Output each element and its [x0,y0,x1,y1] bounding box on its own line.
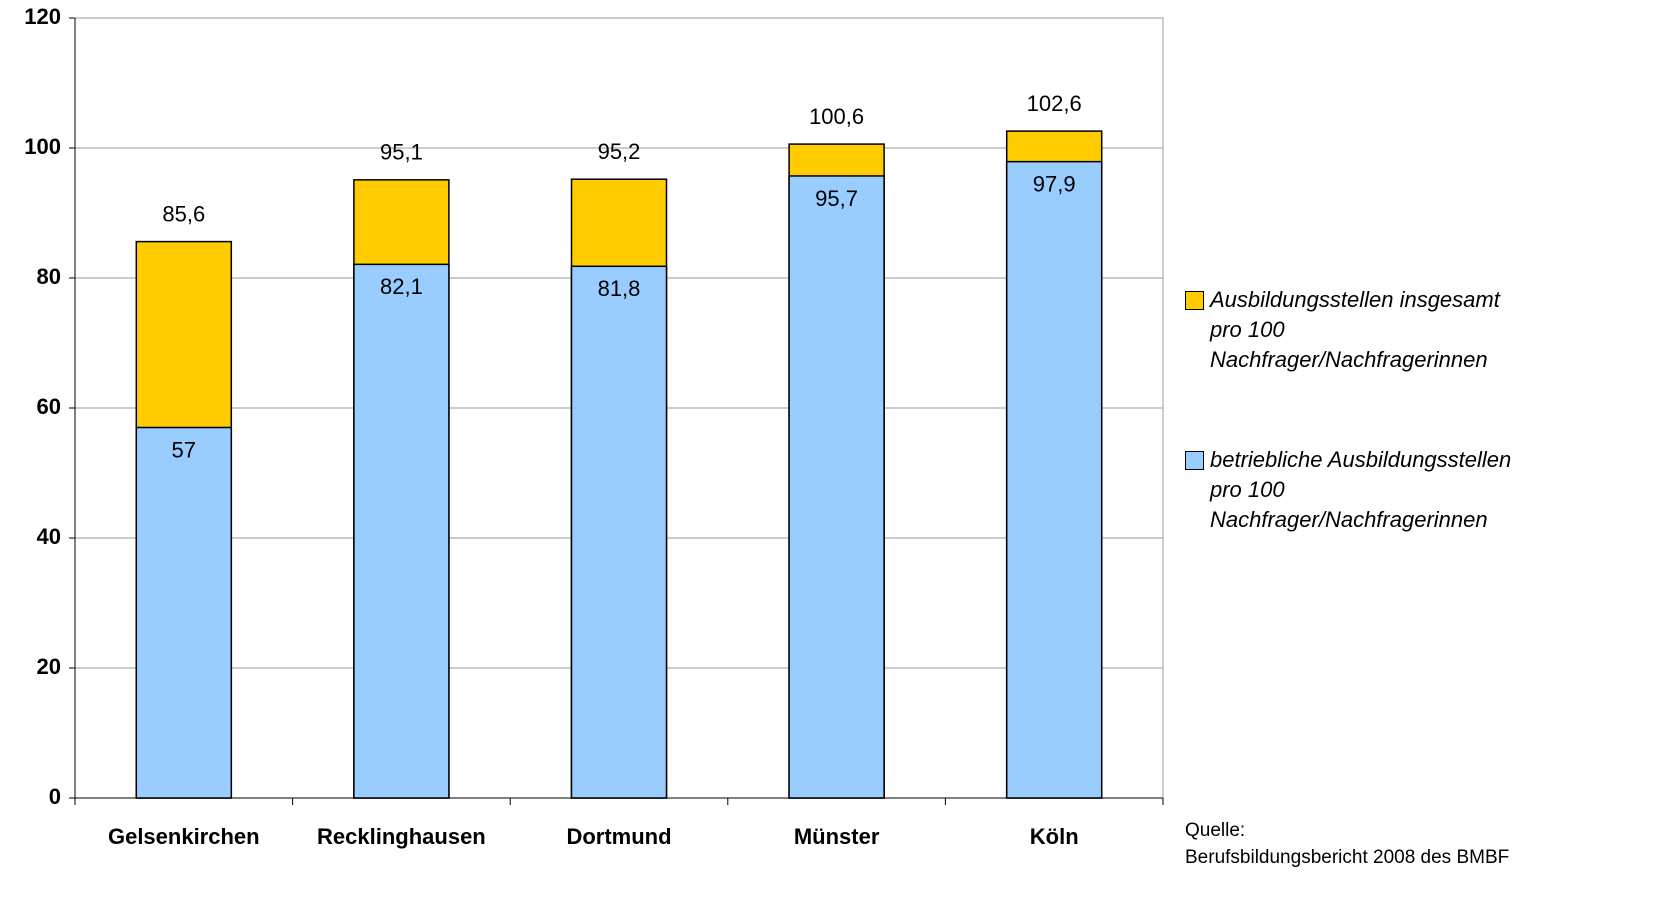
value-label: 102,6 [1027,91,1082,116]
bar [788,175,885,799]
y-tick-label: 100 [24,134,61,159]
value-label: 100,6 [809,104,864,129]
bar [135,426,233,799]
value-label: 97,9 [1033,171,1076,196]
y-tick-label: 60 [37,394,61,419]
bar [353,263,450,799]
x-tick-label: Dortmund [566,824,671,849]
y-tick-label: 20 [37,654,61,679]
y-tick-label: 40 [37,524,61,549]
source-note: Quelle: [1185,820,1246,841]
source-note: Berufsbildungsbericht 2008 des BMBF [1185,847,1510,868]
legend-swatch [1185,291,1204,310]
legend-label: betriebliche Ausbildungsstellen pro 100 … [1210,447,1512,532]
y-tick-label: 80 [37,264,61,289]
legend-swatch [1185,451,1204,470]
x-tick-label: Gelsenkirchen [108,824,260,849]
bar [1005,160,1103,799]
value-label: 85,6 [162,201,205,226]
value-label: 82,1 [380,274,423,299]
y-tick-label: 0 [49,784,61,809]
x-tick-label: Köln [1030,824,1079,849]
x-tick-label: Münster [794,824,880,849]
bar [570,265,668,799]
value-label: 95,1 [380,140,423,165]
x-tick-label: Recklinghausen [317,824,486,849]
legend-item: betriebliche Ausbildungsstellen pro 100 … [1185,445,1530,535]
legend-item: Ausbildungsstellen insgesamt pro 100 Nac… [1185,285,1530,375]
value-label: 57 [172,437,196,462]
value-label: 95,7 [815,186,858,211]
value-label: 95,2 [598,139,641,164]
y-tick-label: 120 [24,4,61,29]
legend-label: Ausbildungsstellen insgesamt pro 100 Nac… [1210,287,1500,372]
value-label: 81,8 [598,276,641,301]
